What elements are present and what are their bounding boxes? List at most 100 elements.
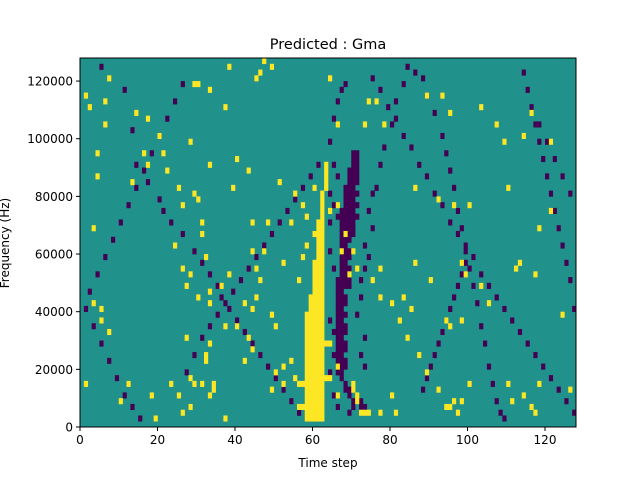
heatmap-cell-low [339, 207, 344, 214]
heatmap-cell-high [297, 403, 302, 411]
heatmap-cell-high [304, 403, 309, 411]
heatmap-cell-high [355, 392, 360, 399]
heatmap-cell-low [362, 334, 368, 341]
heatmap-cell-high [440, 92, 445, 99]
heatmap-cell-high [324, 173, 329, 180]
heatmap-cell-high [320, 340, 325, 347]
heatmap-cell-high [157, 132, 162, 140]
heatmap-cell-low [111, 236, 116, 243]
heatmap-cell-low [343, 81, 348, 88]
heatmap-cell-low [157, 196, 162, 203]
heatmap-cell-low [308, 173, 313, 180]
heatmap-cell-high [312, 398, 317, 405]
heatmap-cell-low [378, 161, 383, 168]
heatmap-cell-high [145, 115, 151, 122]
heatmap-cell-low [184, 369, 189, 376]
heatmap-cell-low [405, 63, 410, 70]
heatmap-cell-low [339, 300, 344, 307]
heatmap-cell-low [122, 392, 127, 399]
heatmap-cell-low [343, 196, 348, 203]
heatmap-cell-low [343, 346, 348, 353]
heatmap-cell-low [289, 398, 294, 405]
heatmap-cell-high [320, 242, 325, 249]
heatmap-cell-low [494, 398, 499, 405]
heatmap-cell-high [355, 398, 360, 405]
heatmap-cell-low [339, 230, 344, 238]
heatmap-cell-low [355, 311, 360, 318]
heatmap-cell-low [393, 115, 399, 122]
heatmap-cell-low [351, 219, 356, 226]
heatmap-cell-low [463, 259, 468, 266]
heatmap-cell-high [320, 225, 325, 232]
heatmap-cell-high [223, 104, 228, 111]
heatmap-cell-high [304, 375, 309, 382]
heatmap-cell-high [324, 375, 329, 382]
heatmap-cell-high [362, 121, 368, 128]
heatmap-cell-low [339, 86, 344, 93]
heatmap-cell-low [335, 340, 340, 347]
heatmap-cell-high [320, 305, 325, 312]
heatmap-cell-low [180, 230, 185, 238]
heatmap-cell-high [173, 242, 178, 249]
heatmap-cell-high [269, 63, 275, 70]
heatmap-cell-low [165, 115, 170, 122]
heatmap-cell-high [312, 363, 317, 370]
heatmap-cell-low [351, 213, 356, 220]
heatmap-cell-low [161, 207, 166, 214]
heatmap-cell-high [316, 282, 321, 289]
heatmap-cell-high [304, 242, 309, 249]
heatmap-cell-high [444, 317, 449, 324]
heatmap-cell-low [448, 219, 453, 226]
heatmap-cell-high [370, 277, 375, 284]
heatmap-cell-high [207, 300, 213, 307]
heatmap-cell-high [289, 357, 294, 364]
heatmap-cell-high [196, 294, 201, 301]
heatmap-cell-low [421, 75, 426, 82]
heatmap-cell-high [300, 403, 306, 411]
heatmap-cell-high [95, 150, 100, 157]
heatmap-cell-low [339, 282, 344, 289]
heatmap-cell-high [324, 161, 329, 168]
heatmap-cell-low [339, 357, 344, 364]
heatmap-cell-high [328, 375, 333, 382]
x-tick-label: 80 [382, 433, 397, 447]
heatmap-cell-high [304, 352, 309, 359]
heatmap-cell-low [510, 317, 515, 324]
heatmap-cell-low [452, 184, 457, 191]
heatmap-cell-high [281, 259, 286, 266]
heatmap-cell-high [312, 403, 317, 411]
heatmap-cell-low [483, 340, 488, 347]
heatmap-cell-high [316, 380, 321, 387]
heatmap-cell-low [359, 403, 364, 411]
heatmap-cell-low [91, 323, 96, 330]
heatmap-cell-high [304, 369, 309, 376]
heatmap-cell-low [552, 207, 557, 214]
heatmap-cell-high [304, 311, 309, 318]
heatmap-cell-high [312, 352, 317, 359]
heatmap-cell-high [308, 386, 313, 393]
heatmap-cell-high [374, 98, 379, 105]
heatmap-cell-high [320, 230, 325, 238]
heatmap-cell-low [455, 230, 461, 238]
heatmap-cell-high [444, 403, 449, 411]
heatmap-cell-high [479, 104, 484, 111]
heatmap-cell-high [169, 380, 174, 387]
heatmap-cell-high [231, 184, 236, 191]
heatmap-cell-high [308, 357, 313, 364]
heatmap-cell-high [320, 248, 325, 255]
heatmap-cell-low [351, 161, 356, 168]
heatmap-cell-low [343, 282, 348, 289]
heatmap-cell-low [486, 363, 492, 370]
heatmap-cell-low [138, 415, 143, 422]
heatmap-cell-high [211, 380, 216, 387]
heatmap-cell-high [266, 219, 271, 226]
heatmap-cell-low [339, 375, 344, 382]
heatmap-cell-high [312, 305, 317, 312]
heatmap-cell-low [479, 271, 484, 278]
heatmap-cell-high [304, 363, 309, 370]
x-axis-ticks: 0 20 40 60 80 100 120 [76, 427, 556, 447]
heatmap-cell-low [335, 334, 340, 341]
heatmap-cell-low [366, 207, 371, 214]
heatmap-cell-high [320, 213, 325, 220]
heatmap-cell-low [254, 254, 259, 261]
